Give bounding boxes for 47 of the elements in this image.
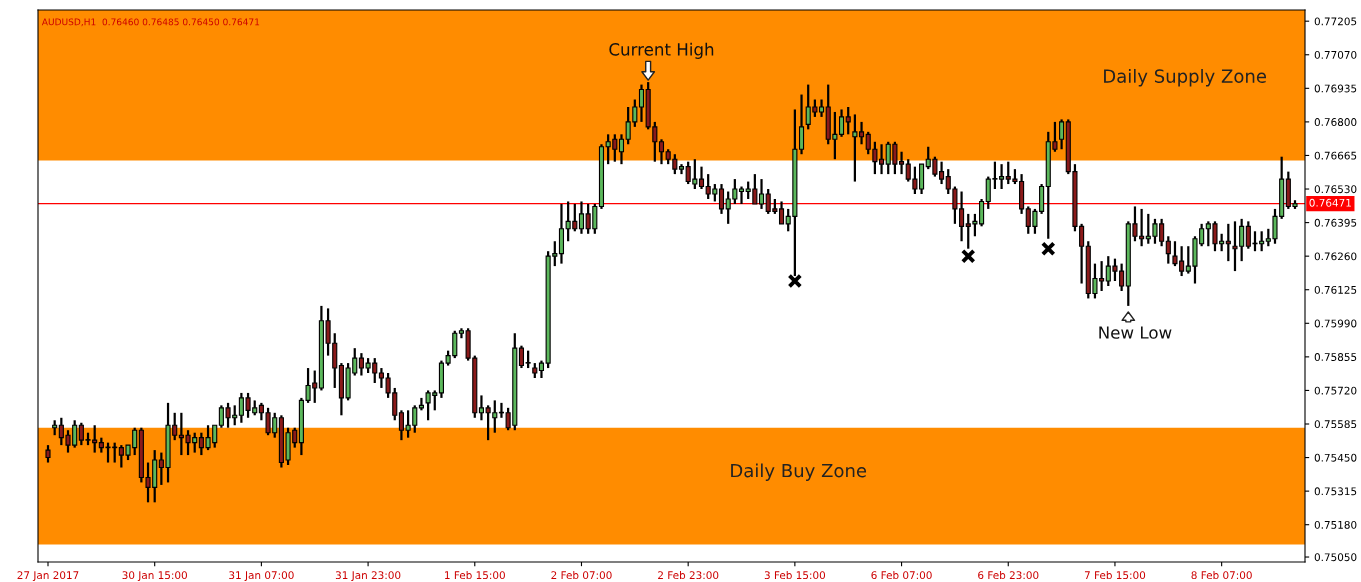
x-tick-label: 2 Feb 07:00 bbox=[551, 571, 612, 580]
ref-line-label: 0.76471 bbox=[1309, 198, 1351, 207]
annotation: Current High bbox=[609, 42, 714, 59]
x-tick-label: 6 Feb 23:00 bbox=[978, 571, 1039, 580]
candlestick bbox=[618, 133, 625, 166]
annotation: New Low bbox=[1099, 326, 1172, 339]
y-tick-label: 0.75180 bbox=[1314, 520, 1357, 529]
point bbox=[960, 248, 976, 264]
y-tick-label: 0.75450 bbox=[1314, 453, 1357, 462]
candlestick bbox=[718, 182, 725, 215]
y-tick-label: 0.76260 bbox=[1314, 252, 1357, 261]
y-tick-label: 0.76125 bbox=[1314, 285, 1357, 294]
candlestick bbox=[1059, 118, 1065, 151]
y-tick-label: 0.76530 bbox=[1314, 185, 1357, 194]
x-tick-label: 3 Feb 15:00 bbox=[764, 571, 826, 580]
y-tick-label: 0.76395 bbox=[1314, 218, 1357, 227]
x-tick-label: 30 Jan 15:00 bbox=[122, 571, 187, 582]
x-tick-label: 31 Jan 23:00 bbox=[335, 571, 401, 582]
x-tick-label: 27 Jan 2017 bbox=[17, 571, 79, 582]
y-tick-label: 0.76935 bbox=[1314, 84, 1357, 93]
x-tick-label: 8 Feb 07:00 bbox=[1191, 571, 1252, 580]
y-tick-label: 0.77205 bbox=[1314, 17, 1357, 26]
y-tick-label: 0.75855 bbox=[1314, 353, 1357, 361]
y-tick-label: 0.75990 bbox=[1314, 319, 1357, 328]
x-tick-label: 7 Feb 15:00 bbox=[1084, 571, 1146, 580]
candlestick bbox=[658, 138, 665, 166]
band-label: Daily Supply Zone bbox=[1104, 68, 1266, 87]
y-tick-label: 0.76800 bbox=[1314, 118, 1357, 126]
candlestick bbox=[698, 165, 705, 191]
x-tick-label: 2 Feb 23:00 bbox=[658, 571, 719, 580]
point bbox=[787, 273, 803, 289]
candlestick bbox=[45, 444, 51, 464]
x-tick-label: 31 Jan 07:00 bbox=[229, 571, 294, 582]
candlestick bbox=[532, 361, 538, 380]
y-tick-label: 0.75585 bbox=[1314, 420, 1357, 429]
y-tick-label: 0.77070 bbox=[1314, 50, 1357, 59]
candlestick bbox=[638, 83, 645, 123]
y-tick-label: 0.75720 bbox=[1314, 386, 1357, 395]
y-tick-label: 0.76665 bbox=[1314, 151, 1357, 160]
y-tick-label: 0.75050 bbox=[1314, 553, 1357, 562]
candlestick bbox=[1165, 235, 1171, 265]
annotation: AUDUSD,H1 0.76460 0.76485 0.76450 0.76471 bbox=[41, 18, 260, 27]
point bbox=[1040, 241, 1056, 257]
band-label: Daily Buy Zone bbox=[731, 463, 867, 481]
x-tick-label: 1 Feb 15:00 bbox=[445, 571, 505, 580]
x-tick-label: 6 Feb 07:00 bbox=[871, 571, 932, 580]
y-tick-label: 0.75315 bbox=[1314, 487, 1357, 496]
